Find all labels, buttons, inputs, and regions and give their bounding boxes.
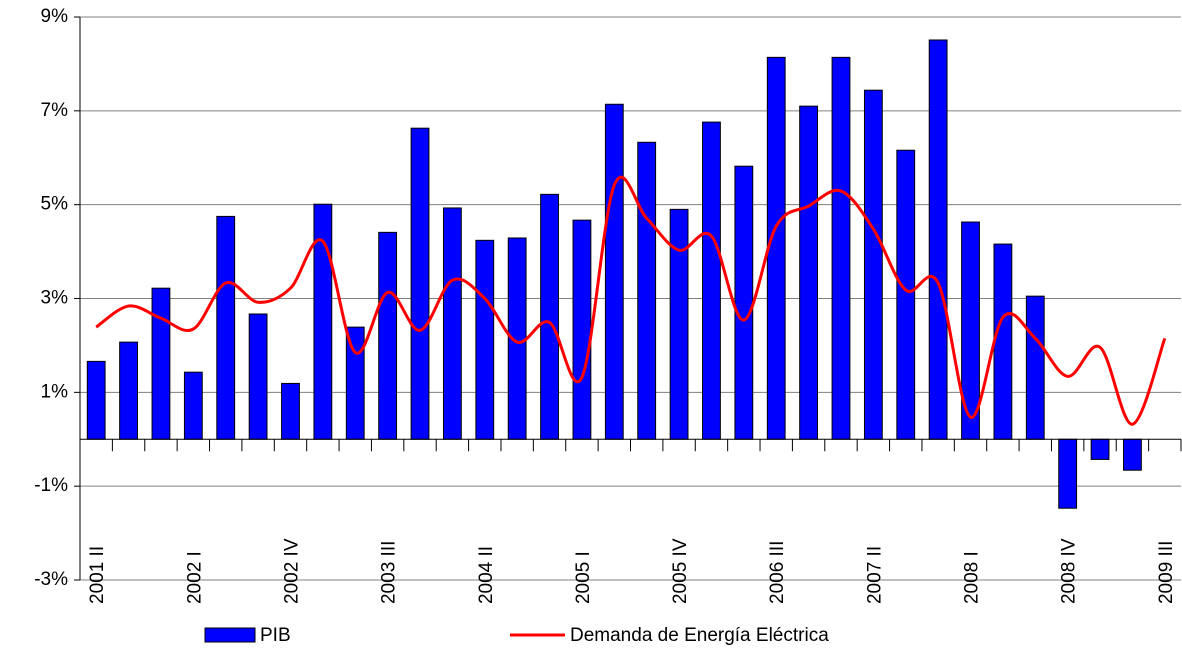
bar <box>281 382 300 440</box>
bar <box>831 56 851 440</box>
x-tick-label: 2001 II <box>87 546 108 604</box>
y-tick-label: 3% <box>41 288 69 309</box>
bar <box>540 193 559 440</box>
y-tick-label: 9% <box>41 6 69 27</box>
legend-swatch <box>204 627 256 643</box>
bar <box>216 215 236 440</box>
bar <box>1025 295 1045 440</box>
x-tick-label: 2003 III <box>379 541 400 604</box>
x-tick-label: 2008 I <box>962 551 983 604</box>
y-tick-label: -1% <box>34 475 68 496</box>
bar <box>475 239 495 440</box>
bar <box>993 243 1013 440</box>
bar <box>1058 438 1078 509</box>
bar <box>151 287 171 440</box>
bar <box>799 105 819 440</box>
bar <box>896 149 916 440</box>
x-tick-label: 2004 II <box>476 546 497 604</box>
bar <box>572 219 592 440</box>
bar <box>1090 438 1110 460</box>
bar <box>248 313 268 440</box>
bar <box>928 39 948 440</box>
x-tick-label: 2005 IV <box>670 538 691 604</box>
bar <box>766 56 786 440</box>
y-tick-label: -3% <box>34 569 68 590</box>
x-tick-label: 2009 III <box>1156 541 1177 604</box>
x-tick-label: 2005 I <box>573 551 594 604</box>
bar <box>183 371 203 440</box>
legend-label: PIB <box>260 625 291 646</box>
bar <box>378 231 398 440</box>
x-tick-label: 2006 III <box>767 541 788 604</box>
bar <box>669 208 689 440</box>
x-tick-label: 2007 II <box>864 546 885 604</box>
bar <box>734 165 754 440</box>
bar <box>442 207 462 440</box>
bar <box>119 341 138 440</box>
line <box>95 175 1167 426</box>
bar <box>86 360 106 440</box>
x-tick-label: 2008 IV <box>1059 538 1080 604</box>
x-tick-label: 2002 I <box>184 551 205 604</box>
bar <box>637 141 657 440</box>
x-tick-label: 2002 IV <box>282 538 303 604</box>
y-tick-label: 5% <box>41 194 69 215</box>
bar <box>1123 438 1142 471</box>
y-tick-label: 1% <box>41 381 69 402</box>
bar <box>410 127 430 440</box>
y-tick-label: 7% <box>41 100 69 121</box>
bar <box>604 103 624 440</box>
bar <box>863 89 883 440</box>
bar <box>702 121 721 440</box>
legend-label: Demanda de Energía Eléctrica <box>570 625 829 646</box>
